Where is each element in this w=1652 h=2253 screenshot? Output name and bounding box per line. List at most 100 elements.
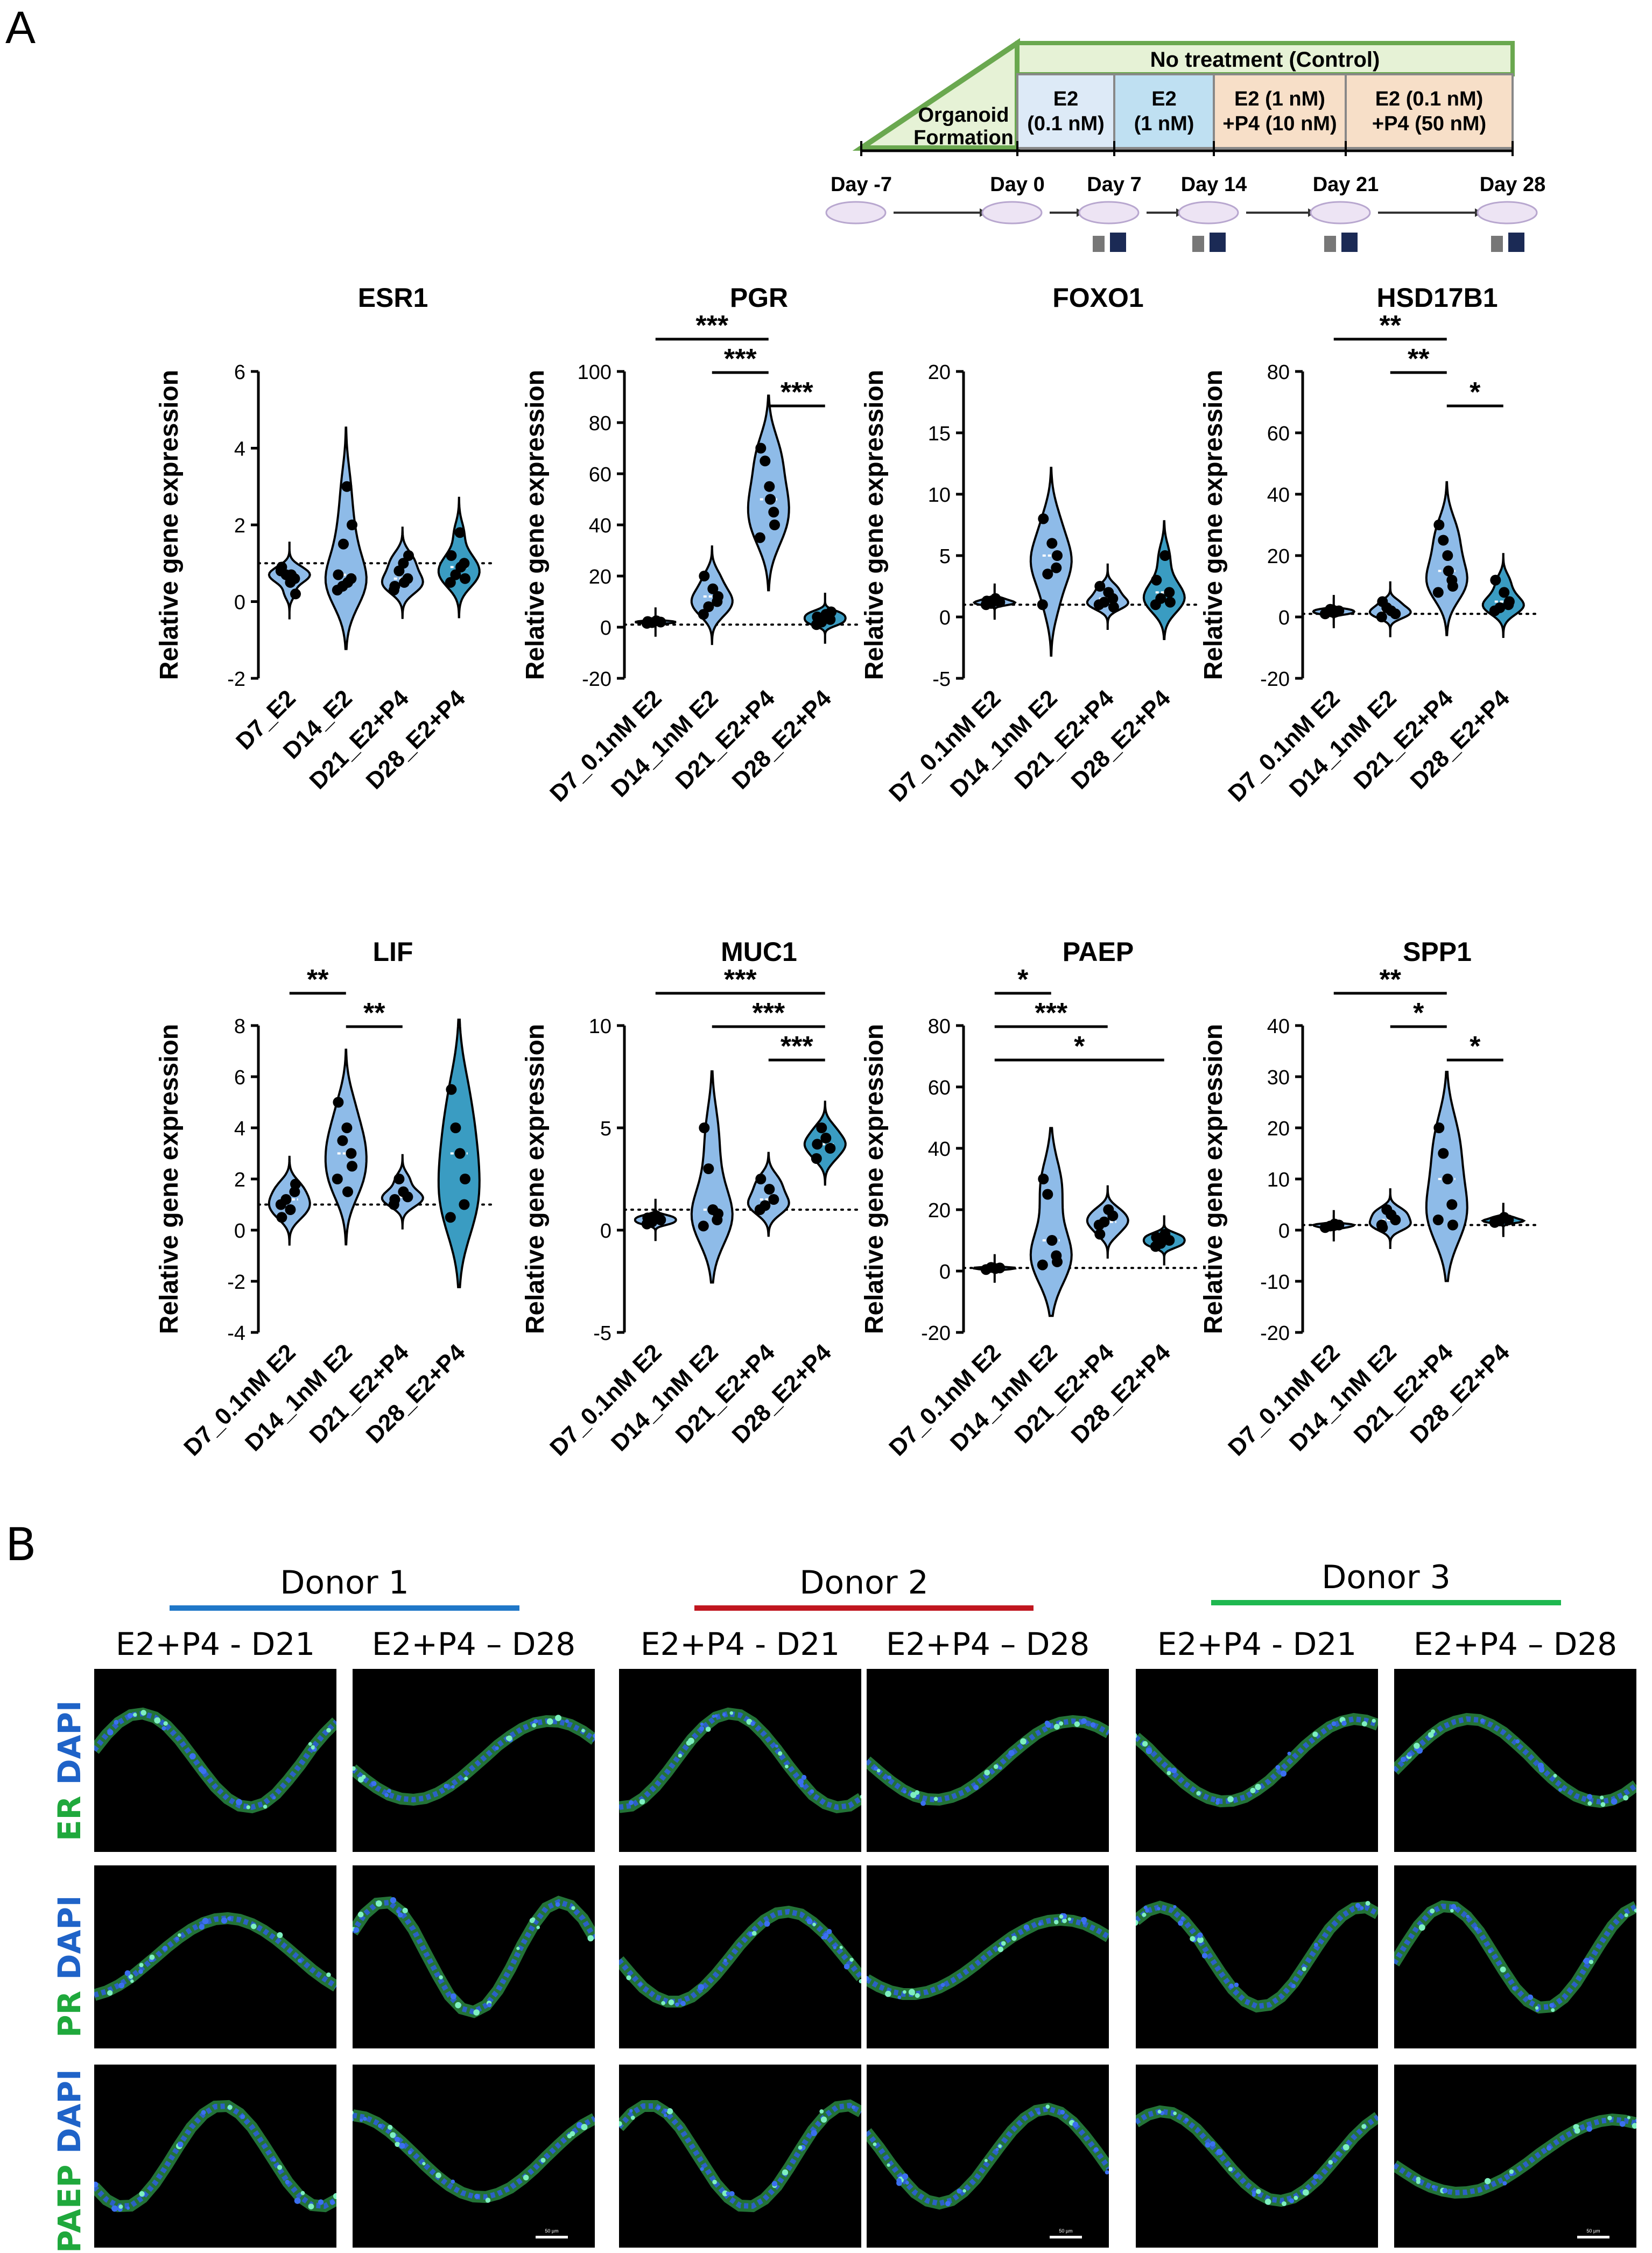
microscopy-image <box>353 1865 595 2048</box>
microscopy-image <box>1136 1865 1378 2048</box>
significance-label: * <box>1074 1031 1085 1062</box>
data-point <box>1094 581 1105 592</box>
nucleus <box>408 2151 412 2154</box>
nucleus <box>1171 1767 1177 1773</box>
nucleus <box>1145 1908 1149 1913</box>
y-axis-label: Relative gene expression <box>521 370 550 680</box>
nucleus <box>1038 1922 1042 1926</box>
data-point <box>1103 587 1114 598</box>
nucleus <box>163 1946 167 1950</box>
data-point <box>290 1179 301 1190</box>
data-point <box>755 443 766 454</box>
nucleus <box>1178 1920 1183 1926</box>
nucleus <box>1157 1907 1160 1910</box>
counterstain-name: DAPI <box>51 2069 88 2153</box>
violin-shape <box>326 1050 367 1244</box>
data-point <box>285 1204 296 1215</box>
panel-a-label: A <box>5 2 36 53</box>
nucleus <box>957 2188 961 2193</box>
nucleus <box>1082 1921 1086 1925</box>
column-header: E2+P4 – D28 <box>1378 1626 1652 1662</box>
nucleus <box>487 2003 491 2007</box>
data-point <box>1499 587 1509 598</box>
data-point <box>1494 1216 1505 1226</box>
nucleus <box>399 2143 405 2149</box>
significance-label: ** <box>1380 310 1402 341</box>
violin-shape <box>1031 1128 1072 1316</box>
nucleus <box>326 1728 331 1733</box>
data-point <box>1438 1148 1449 1159</box>
nucleus <box>227 1917 231 1920</box>
nucleus <box>133 1712 137 1716</box>
nucleus <box>1551 2008 1555 2012</box>
data-point <box>347 520 357 530</box>
nucleus <box>629 1800 634 1805</box>
nucleus <box>277 2165 282 2170</box>
microscope-icon <box>1093 236 1105 252</box>
data-point <box>1046 538 1057 549</box>
nucleus <box>154 1717 160 1724</box>
y-tick-label: 6 <box>234 1066 245 1089</box>
nucleus <box>1336 2151 1340 2156</box>
data-point <box>1037 599 1048 610</box>
nucleus <box>1611 1798 1618 1805</box>
nucleus <box>911 1991 915 1996</box>
nucleus <box>800 1784 804 1788</box>
chart-title: FOXO1 <box>1052 283 1143 313</box>
data-point <box>1325 604 1335 615</box>
y-tick-label: 0 <box>939 1261 951 1283</box>
nucleus <box>221 1918 228 1924</box>
nucleus <box>1416 2177 1421 2181</box>
nucleus <box>1466 1915 1470 1919</box>
data-point <box>1446 1199 1457 1210</box>
data-point <box>332 1174 343 1184</box>
microscopy-image <box>94 1865 336 2048</box>
nucleus <box>1190 1936 1195 1941</box>
nucleus <box>962 2189 966 2192</box>
scale-bar <box>536 2236 568 2238</box>
nucleus <box>675 2003 679 2007</box>
data-point <box>1438 535 1449 546</box>
donor-color-bar <box>170 1605 519 1611</box>
donor-color-bar <box>1211 1600 1561 1605</box>
monitor-icon <box>1508 233 1524 252</box>
microscope-icon <box>1324 236 1336 252</box>
data-point <box>1325 1220 1335 1231</box>
nucleus <box>712 1715 715 1718</box>
data-point <box>342 577 353 588</box>
nucleus <box>1573 2124 1578 2130</box>
y-axis-label: Relative gene expression <box>155 370 184 680</box>
nucleus <box>1074 1721 1080 1727</box>
y-tick-label: 40 <box>1267 1015 1290 1038</box>
nucleus <box>778 1751 782 1756</box>
nucleus <box>326 1973 331 1977</box>
nucleus <box>474 2194 480 2199</box>
y-tick-label: -5 <box>932 668 951 691</box>
culture-dish-icon <box>826 202 885 223</box>
nucleus <box>362 1775 366 1779</box>
y-tick-label: 80 <box>1267 361 1290 384</box>
nucleus <box>852 2105 855 2109</box>
nuclei-layer <box>353 1902 595 2012</box>
microscopy-image <box>353 1669 595 1852</box>
nucleus <box>873 2143 877 2146</box>
culture-dish-icon <box>1478 202 1537 223</box>
microscopy-image <box>94 1669 336 1852</box>
nucleus <box>910 1792 916 1798</box>
nucleus <box>107 1990 113 1996</box>
phase-label-line2: +P4 (10 nM) <box>1222 113 1337 135</box>
nucleus <box>1167 1771 1171 1775</box>
nucleus <box>631 2116 635 2120</box>
nucleus <box>896 2178 902 2184</box>
data-point <box>760 1200 770 1211</box>
data-point <box>460 1174 470 1184</box>
data-point <box>1494 602 1505 613</box>
monitor-icon <box>1110 233 1126 252</box>
y-tick-label: 8 <box>234 1015 245 1038</box>
nucleus <box>567 2133 572 2138</box>
nucleus <box>985 2159 988 2162</box>
data-point <box>286 570 297 580</box>
nucleus <box>556 1902 560 1907</box>
